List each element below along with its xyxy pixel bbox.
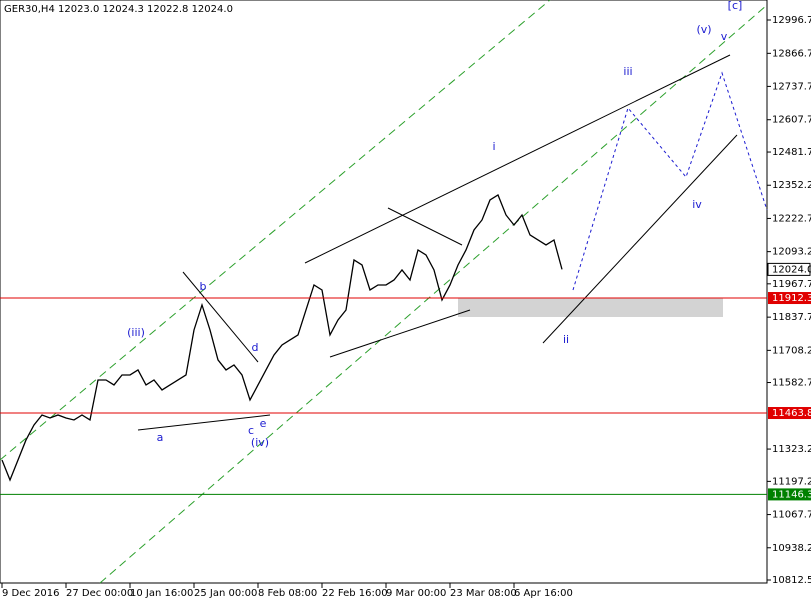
level-tag (768, 407, 811, 420)
x-tick-label: 25 Jan 00:00 (194, 588, 257, 599)
level-label: 11912.3 (772, 293, 811, 304)
y-tick-label: 11582.7 (772, 378, 811, 389)
trend-line (304, 54, 731, 264)
wave-label: i (492, 140, 495, 153)
trend-line (137, 414, 271, 431)
y-tick-label: 11837.7 (772, 312, 811, 323)
y-tick-label: 12093.2 (772, 247, 811, 258)
y-tick-label: 11708.2 (772, 345, 811, 356)
y-tick-label: 12866.7 (772, 48, 811, 59)
x-tick-label: 27 Dec 00:00 (66, 588, 133, 599)
wave-label: (v) (696, 23, 711, 36)
wave-label: e (260, 417, 267, 430)
wave-label: (iv) (251, 436, 269, 449)
y-tick-label: 11323.2 (772, 444, 811, 455)
x-tick-label: 6 Apr 16:00 (514, 588, 573, 599)
wave-label: d (252, 341, 259, 354)
wave-label: (iii) (127, 326, 145, 339)
wave-label: a (157, 431, 164, 444)
y-tick-label: 10812.5 (772, 575, 811, 586)
level-label: 11463.8 (772, 408, 811, 419)
x-tick-label: 9 Dec 2016 (2, 588, 60, 599)
level-tag (768, 292, 811, 305)
trend-line (387, 207, 463, 246)
channel-line (99, 4, 768, 584)
plot-frame (0, 0, 768, 584)
y-tick-label: 12996.7 (772, 15, 811, 26)
x-tick-label: 10 Jan 16:00 (130, 588, 193, 599)
y-tick-label: 12607.7 (772, 115, 811, 126)
wave-label: [c] (728, 0, 743, 12)
x-tick-label: 8 Feb 08:00 (258, 588, 317, 599)
y-tick-label: 11197.2 (772, 476, 811, 487)
wave-label: ii (563, 333, 569, 346)
support-zone (458, 298, 723, 317)
price-tag (767, 262, 811, 276)
y-tick-label: 11067.7 (772, 510, 811, 521)
trend-line (542, 134, 738, 344)
x-tick-label: 22 Feb 16:00 (322, 588, 388, 599)
price-label: 12024.0 (772, 264, 811, 275)
wave-label: iv (692, 198, 702, 211)
trend-line (329, 309, 471, 358)
wave-label: v (721, 30, 728, 43)
x-tick-label: 9 Mar 00:00 (386, 588, 446, 599)
y-tick-label: 11967.7 (772, 279, 811, 290)
wave-label: c (248, 424, 254, 437)
y-tick-label: 10938.2 (772, 543, 811, 554)
forecast-path (572, 71, 768, 291)
y-tick-label: 12737.7 (772, 81, 811, 92)
chart-title: GER30,H4 12023.0 12024.3 12022.8 12024.0 (4, 4, 233, 15)
y-tick-label: 12222.7 (772, 213, 811, 224)
channel-line (0, 0, 551, 461)
wave-label: b (200, 280, 207, 293)
level-tag (768, 488, 811, 501)
price-line (1, 194, 563, 482)
y-tick-label: 12481.7 (772, 147, 811, 158)
y-tick-label: 12352.2 (772, 180, 811, 191)
level-label: 11146.3 (772, 489, 811, 500)
x-tick-label: 23 Mar 08:00 (450, 588, 517, 599)
wave-label: iii (623, 65, 632, 78)
trend-line (182, 271, 259, 363)
drawings (0, 0, 768, 584)
